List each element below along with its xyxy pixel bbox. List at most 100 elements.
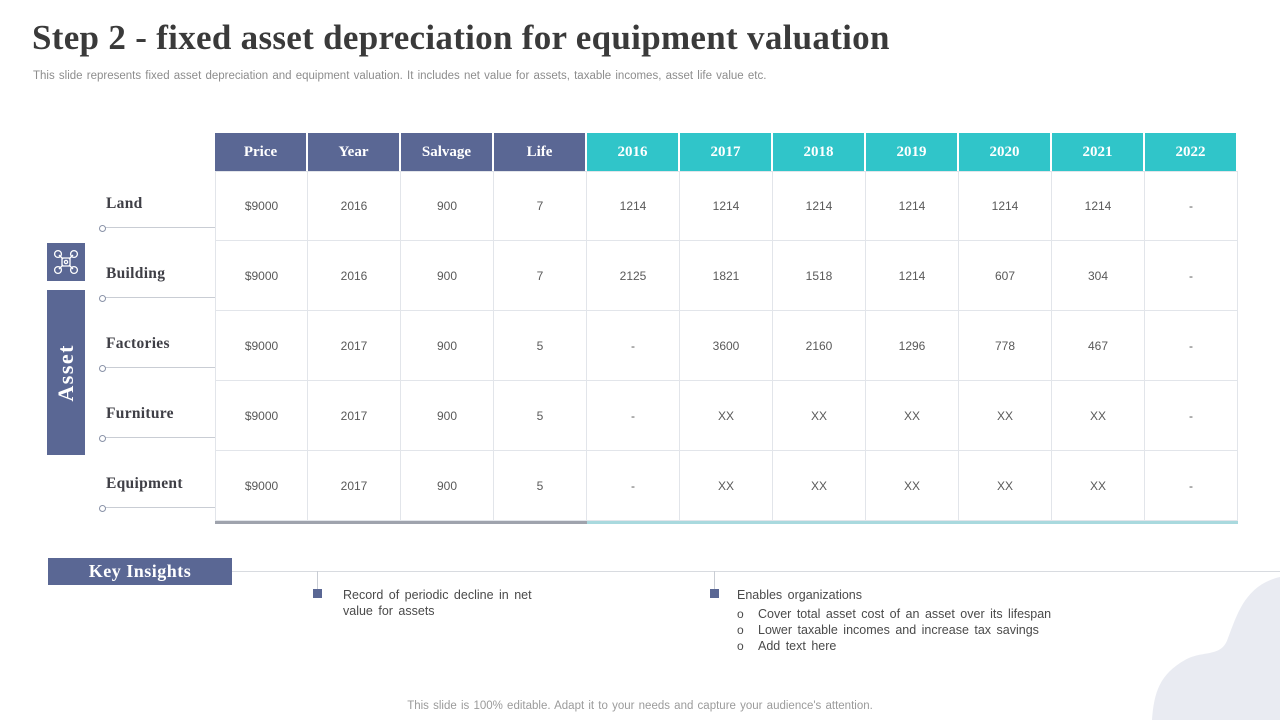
table-cell: XX [866,381,959,451]
table-cell: 1214 [866,241,959,311]
asset-axis-label: Asset [47,290,85,455]
insight-connector [714,571,715,590]
column-header: 2022 [1145,133,1238,171]
table-cell: 5 [494,451,587,521]
label-connector-dot [99,505,106,512]
column-header: 2018 [773,133,866,171]
table-cell: XX [680,381,773,451]
label-connector-dot [99,365,106,372]
table-cell: - [1145,241,1238,311]
label-connector-dot [99,225,106,232]
column-header: 2021 [1052,133,1145,171]
label-connector-line [105,297,215,298]
table-cell: $9000 [215,381,308,451]
table-grid: Price Year Salvage Life 2016 2017 2018 2… [215,133,1238,521]
table-cell: 1214 [680,171,773,241]
insight-bullet-square [313,589,322,598]
table-cell: 5 [494,381,587,451]
table-cell: XX [959,381,1052,451]
insight-sub-item: Add text here [737,638,1097,654]
row-label-text: Furniture [106,404,174,422]
page-subtitle: This slide represents fixed asset deprec… [33,70,767,82]
table-cell: 900 [401,241,494,311]
table-cell: XX [1052,451,1145,521]
row-label-text: Factories [106,334,170,352]
table-cell: - [1145,381,1238,451]
column-header: 2016 [587,133,680,171]
table-cell: - [587,451,680,521]
table-cell: 1214 [587,171,680,241]
table-cell: 900 [401,171,494,241]
table-cell: XX [773,451,866,521]
table-cell: 2016 [308,241,401,311]
table-cell: 1214 [1052,171,1145,241]
table-cell: XX [866,451,959,521]
table-cell: - [587,381,680,451]
column-header: 2017 [680,133,773,171]
insight-sub-list: Cover total asset cost of an asset over … [737,606,1097,654]
table-cell: XX [959,451,1052,521]
table-cell: 1296 [866,311,959,381]
key-insights-divider [232,571,1280,572]
column-header: Life [494,133,587,171]
insight-item-2-heading: Enables organizations [737,588,862,602]
table-cell: 900 [401,451,494,521]
table-cell: 7 [494,241,587,311]
table-bottom-accent-gray [215,521,587,524]
table-cell: 304 [1052,241,1145,311]
label-connector-dot [99,435,106,442]
asset-network-icon [53,249,79,275]
table-cell: 2017 [308,381,401,451]
table-cell: 607 [959,241,1052,311]
row-label-building: Building [99,241,215,311]
table-cell: 3600 [680,311,773,381]
table-cell: 778 [959,311,1052,381]
table-cell: 1518 [773,241,866,311]
table-cell: 7 [494,171,587,241]
depreciation-table: Price Year Salvage Life 2016 2017 2018 2… [215,133,1238,524]
table-cell: $9000 [215,171,308,241]
table-bottom-accent-teal [587,521,1238,524]
table-cell: 1214 [959,171,1052,241]
row-label-equipment: Equipment [99,451,215,521]
table-cell: $9000 [215,241,308,311]
insight-bullet-square [710,589,719,598]
column-header: Year [308,133,401,171]
insight-sub-item: Lower taxable incomes and increase tax s… [737,622,1097,638]
corner-blob-shape [1152,577,1280,720]
row-label-text: Building [106,264,166,282]
row-label-text: Land [106,194,143,212]
table-cell: 900 [401,381,494,451]
table-cell: 2016 [308,171,401,241]
key-insights-badge: Key Insights [48,558,232,585]
column-header: Salvage [401,133,494,171]
row-label-factories: Factories [99,311,215,381]
label-connector-line [105,507,215,508]
table-cell: 2017 [308,311,401,381]
footer-note: This slide is 100% editable. Adapt it to… [407,700,873,712]
table-cell: XX [773,381,866,451]
table-cell: 1214 [773,171,866,241]
column-header: 2019 [866,133,959,171]
table-cell: XX [1052,381,1145,451]
table-cell: $9000 [215,451,308,521]
insight-item-2: Enables organizations Cover total asset … [737,587,1097,654]
table-cell: 2125 [587,241,680,311]
row-label-land: Land [99,171,215,241]
table-cell: - [587,311,680,381]
label-connector-line [105,227,215,228]
asset-axis-text: Asset [53,343,78,402]
insight-item-1: Record of periodic decline in net value … [343,588,532,618]
table-cell: 1214 [866,171,959,241]
label-connector-line [105,367,215,368]
table-cell: XX [680,451,773,521]
table-cell: - [1145,311,1238,381]
table-cell: $9000 [215,311,308,381]
insight-connector [317,571,318,590]
table-cell: - [1145,451,1238,521]
table-cell: 2017 [308,451,401,521]
page-title: Step 2 - fixed asset depreciation for eq… [32,18,890,57]
label-connector-dot [99,295,106,302]
row-label-furniture: Furniture [99,381,215,451]
